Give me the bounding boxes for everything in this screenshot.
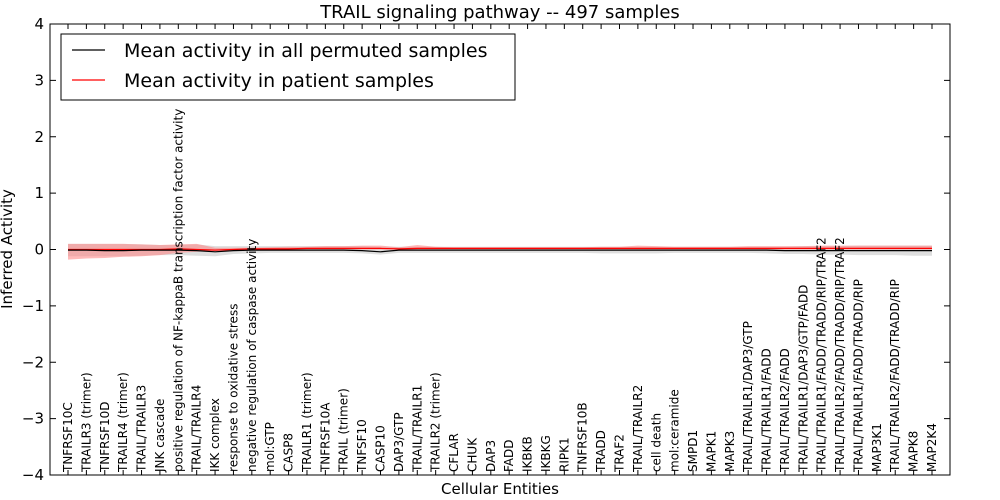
xtick-label: MAP2K4: [925, 423, 939, 472]
xtick-label: TRAF2: [613, 434, 627, 473]
xtick-label: TNFRSF10D: [98, 401, 112, 473]
xtick-label: CFLAR: [447, 433, 461, 472]
xtick-label: MAP3K1: [870, 423, 884, 472]
xtick-label: TRAILR3 (trimer): [79, 372, 93, 473]
legend-box: [60, 33, 516, 101]
xtick-label: TNFRSF10C: [61, 402, 75, 473]
ytick-label: −2: [22, 353, 44, 371]
legend-label-permuted: Mean activity in all permuted samples: [124, 40, 487, 62]
xtick-label: IKBKG: [539, 435, 553, 472]
y-axis: −4 −3 −2 −1 0 1 2 3 4: [22, 15, 950, 484]
legend-label-patient: Mean activity in patient samples: [124, 70, 434, 92]
xtick-label: TRADD: [594, 430, 608, 473]
y-axis-label: Inferred Activity: [0, 189, 16, 309]
line-series-1: [68, 247, 932, 251]
xtick-label: TRAIL/TRAILR2: [631, 385, 645, 473]
xtick-label: TRAIL/TRAILR1/FADD/TRADD/RIP/TRAF2: [815, 237, 829, 473]
xtick-label: TNFSF10: [355, 419, 369, 473]
xtick-label: IKBKB: [521, 436, 535, 472]
xtick-label: CHUK: [465, 437, 479, 472]
ytick-label: 1: [34, 184, 44, 202]
ytick-label: −1: [22, 297, 44, 315]
xtick-label: response to oxidative stress: [226, 304, 240, 472]
xtick-label: DAP3: [484, 440, 498, 472]
xtick-label: TRAILR1 (trimer): [300, 372, 314, 473]
xtick-label: TRAIL/TRAILR2/FADD: [778, 348, 792, 473]
xtick-label: RIPK1: [557, 437, 571, 472]
chart-title: TRAIL signaling pathway -- 497 samples: [319, 2, 680, 23]
xtick-label: TRAIL/TRAILR1/DAP3/GTP/FADD: [796, 285, 810, 473]
xtick-label: CASP8: [282, 433, 296, 472]
xtick-label: TRAIL/TRAILR3: [135, 385, 149, 473]
xtick-label: DAP3/GTP: [392, 412, 406, 472]
ytick-label: 3: [34, 71, 44, 89]
xtick-label: MAPK3: [723, 431, 737, 472]
xtick-label: FADD: [502, 440, 516, 473]
ytick-label: 0: [34, 241, 44, 259]
ytick-label: 2: [34, 128, 44, 146]
x-axis-label: Cellular Entities: [441, 480, 559, 498]
xtick-label: negative regulation of caspase activity: [245, 239, 259, 472]
xtick-label: TRAIL/TRAILR4: [190, 385, 204, 473]
xtick-label: MAPK1: [704, 431, 718, 472]
xtick-label: CASP10: [374, 425, 388, 472]
xtick-label: mol:ceramide: [668, 389, 682, 472]
xtick-label: TRAIL/TRAILR1/FADD: [760, 348, 774, 473]
xtick-label: positive regulation of NF-kappaB transcr…: [171, 109, 185, 472]
xtick-label: TRAILR4 (trimer): [116, 372, 130, 473]
xtick-label: IKK complex: [208, 398, 222, 472]
xtick-label: TRAIL (trimer): [337, 388, 351, 473]
xtick-label: JNK cascade: [153, 399, 167, 473]
ytick-label: 4: [34, 15, 44, 33]
xtick-label: TRAIL/TRAILR1/FADD/TRADD/RIP: [852, 279, 866, 473]
xtick-label: TNFRSF10B: [576, 402, 590, 473]
xtick-label: TRAIL/TRAILR2/FADD/TRADD/RIP: [888, 279, 902, 473]
xtick-label: TRAIL/TRAILR1/DAP3/GTP: [741, 321, 755, 473]
xtick-label: MAPK8: [907, 431, 921, 472]
x-axis: TNFRSF10C TRAILR3 (trimer) TNFRSF10D TRAILR…: [61, 24, 939, 475]
ytick-label: −3: [22, 410, 44, 428]
xtick-label: cell death: [649, 413, 663, 472]
xtick-label: TRAILR2 (trimer): [429, 372, 443, 473]
legend: Mean activity in all permuted samples Me…: [60, 33, 516, 101]
series-lines: [68, 247, 932, 253]
ytick-label: −4: [22, 466, 44, 484]
xtick-label: mol:GTP: [263, 422, 277, 472]
confidence-bands: [68, 243, 932, 260]
xtick-label: SMPD1: [686, 430, 700, 472]
xtick-label: TRAIL/TRAILR1: [410, 385, 424, 473]
xtick-label: TNFRSF10A: [318, 402, 332, 473]
xtick-label: TRAIL/TRAILR2/FADD/TRADD/RIP/TRAF2: [833, 237, 847, 473]
line-series-0: [68, 249, 932, 253]
